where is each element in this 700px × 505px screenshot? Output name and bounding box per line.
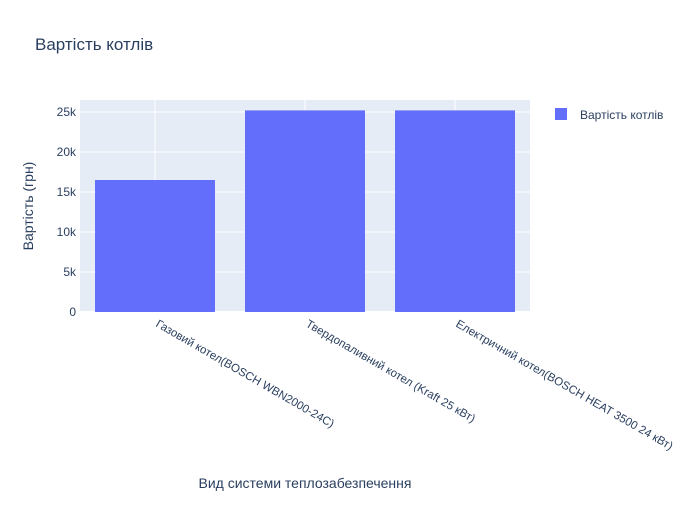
legend-label: Вартість котлів xyxy=(580,108,663,122)
y-tick-label: 20k xyxy=(57,145,77,159)
bar[interactable] xyxy=(95,180,215,312)
y-tick-label: 15k xyxy=(57,185,77,199)
y-tick-label: 10k xyxy=(57,225,77,239)
y-axis-ticks: 0 5k 10k 15k 20k 25k xyxy=(57,105,77,319)
legend: Вартість котлів xyxy=(555,108,663,122)
x-axis-title: Вид системи теплозабезпечення xyxy=(199,475,412,491)
bars xyxy=(95,110,515,313)
y-axis-title: Вартість (грн) xyxy=(20,162,36,251)
y-tick-label: 0 xyxy=(69,305,76,319)
bar[interactable] xyxy=(245,110,365,313)
y-tick-label: 5k xyxy=(63,265,77,279)
chart-title: Вартість котлів xyxy=(35,35,153,54)
y-tick-label: 25k xyxy=(57,105,77,119)
legend-swatch xyxy=(555,108,567,120)
bar[interactable] xyxy=(395,110,515,313)
